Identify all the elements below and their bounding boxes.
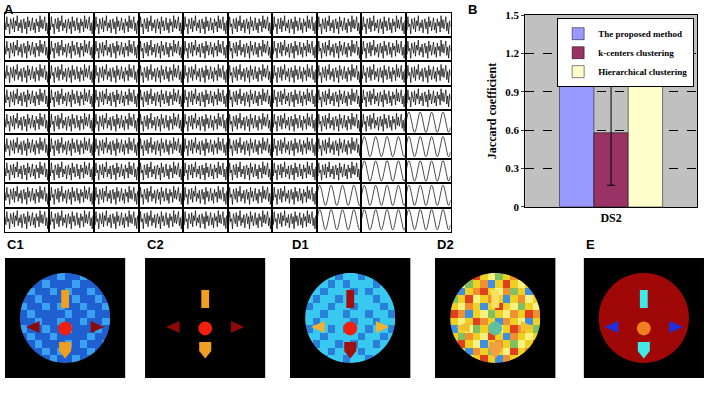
svg-text:1.2: 1.2: [505, 47, 519, 59]
svg-text:0.6: 0.6: [505, 124, 519, 136]
svg-text:k-centers clustering: k-centers clustering: [598, 48, 674, 58]
svg-text:A: A: [4, 2, 14, 17]
svg-text:C1: C1: [7, 237, 24, 252]
svg-text:0.9: 0.9: [505, 86, 519, 98]
svg-text:1.5: 1.5: [505, 9, 519, 21]
svg-text:C2: C2: [147, 237, 164, 252]
svg-text:E: E: [586, 237, 595, 252]
svg-text:DS2: DS2: [600, 211, 621, 225]
svg-text:B: B: [468, 2, 477, 17]
svg-text:0.3: 0.3: [505, 162, 519, 174]
svg-text:0: 0: [513, 201, 519, 213]
svg-text:Jaccard coefficient: Jaccard coefficient: [485, 63, 499, 159]
svg-text:D2: D2: [437, 237, 454, 252]
svg-text:D1: D1: [292, 237, 309, 252]
svg-text:Hierarchical clustering: Hierarchical clustering: [598, 67, 687, 77]
svg-text:The proposed method: The proposed method: [598, 29, 682, 39]
